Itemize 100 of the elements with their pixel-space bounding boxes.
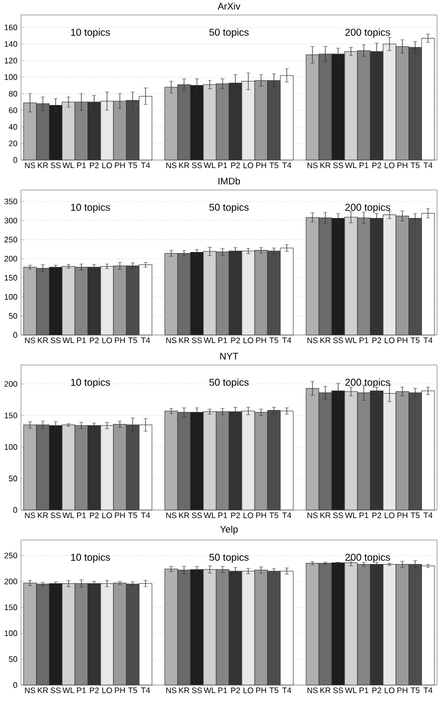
y-tick-label: 150 (4, 274, 18, 281)
chart-title: IMDb (218, 177, 240, 184)
x-tick-label: SS (50, 512, 61, 518)
y-tick-label: 0 (13, 157, 18, 163)
annotation: 10 topics (71, 378, 110, 388)
x-tick-label: P1 (218, 688, 228, 694)
annotation: 10 topics (71, 203, 110, 213)
x-tick-label: WL (204, 512, 216, 518)
annotation: 10 topics (71, 28, 110, 38)
x-tick-label: P1 (218, 162, 228, 168)
x-tick-label: WL (345, 512, 357, 518)
x-tick-label: SS (192, 338, 202, 344)
x-tick-label: SS (50, 688, 61, 694)
y-tick-label: 50 (8, 656, 18, 662)
annotation: 50 topics (209, 203, 249, 213)
annotation: 200 topics (345, 203, 390, 213)
x-tick-label: WL (62, 688, 74, 694)
x-tick-label: P1 (360, 338, 368, 344)
y-tick-label: 0 (13, 682, 18, 688)
x-tick-label: PH (397, 688, 408, 694)
x-tick-label: NS (25, 688, 36, 694)
x-tick-label: KR (320, 688, 330, 694)
x-tick-label: PH (114, 162, 125, 168)
x-tick-label: T4 (141, 338, 150, 344)
x-tick-label: KR (38, 688, 48, 694)
x-tick-label: NS (308, 512, 318, 518)
x-tick-label: LO (384, 512, 394, 518)
x-tick-label: T4 (282, 688, 292, 694)
y-tick-label: 100 (4, 630, 18, 636)
x-tick-label: SS (50, 338, 61, 344)
x-tick-label: WL (62, 338, 74, 344)
x-tick-label: LO (244, 162, 254, 168)
x-tick-label: T4 (424, 338, 432, 344)
x-tick-label: P2 (231, 338, 240, 344)
x-tick-label: PH (256, 512, 266, 518)
y-tick-label: 100 (4, 444, 18, 450)
y-tick-label: 0 (13, 507, 18, 513)
y-tick-label: 150 (4, 412, 18, 418)
y-tick-label: 140 (4, 41, 18, 47)
x-tick-label: T4 (282, 338, 292, 344)
x-tick-label: T5 (269, 688, 278, 694)
x-tick-label: SS (333, 512, 344, 518)
x-tick-label: LO (102, 688, 112, 694)
x-tick-label: P1 (218, 512, 228, 518)
y-tick-label: 50 (8, 476, 18, 482)
x-tick-label: P1 (77, 162, 86, 168)
x-tick-label: NS (166, 512, 176, 518)
y-tick-label: 80 (8, 90, 18, 97)
y-tick-label: 200 (4, 256, 18, 262)
x-tick-label: T5 (128, 512, 138, 518)
x-tick-label: PH (256, 162, 266, 168)
chart-title: NYT (220, 352, 238, 360)
x-tick-label: SS (192, 162, 202, 168)
y-tick-label: 20 (8, 140, 18, 146)
x-tick-label: LO (102, 512, 112, 518)
x-tick-label: LO (384, 162, 394, 168)
x-tick-label: KR (179, 338, 190, 344)
annotation: 50 topics (209, 553, 249, 563)
x-tick-label: T5 (128, 162, 138, 168)
x-tick-label: T4 (141, 162, 150, 168)
y-tick-label: 100 (4, 294, 18, 300)
x-tick-label: PH (397, 162, 408, 168)
x-tick-label: P1 (218, 338, 228, 344)
x-tick-label: LO (244, 688, 254, 694)
x-tick-label: P1 (360, 162, 368, 168)
x-tick-label: WL (345, 162, 357, 168)
x-tick-label: PH (397, 512, 408, 518)
y-tick-label: 120 (4, 58, 18, 64)
x-tick-label: T5 (269, 162, 278, 168)
x-tick-label: PH (397, 338, 408, 344)
x-tick-label: NS (308, 688, 318, 694)
x-tick-label: NS (166, 338, 176, 344)
y-tick-label: 200 (4, 381, 18, 387)
annotation: 50 topics (209, 28, 249, 38)
x-tick-label: T5 (128, 688, 138, 694)
y-tick-label: 350 (4, 198, 18, 204)
annotation: 200 topics (345, 28, 390, 38)
x-tick-label: P1 (77, 688, 86, 694)
y-tick-label: 0 (13, 332, 18, 338)
x-tick-label: P2 (231, 512, 240, 518)
x-tick-label: SS (192, 512, 202, 518)
x-tick-label: NS (25, 162, 36, 168)
x-tick-label: KR (38, 512, 48, 518)
x-tick-label: T5 (128, 338, 138, 344)
x-tick-label: PH (114, 512, 125, 518)
x-tick-label: T4 (424, 162, 432, 168)
x-tick-label: P1 (77, 512, 86, 518)
x-tick-label: P2 (372, 338, 382, 344)
x-tick-label: P2 (90, 688, 99, 694)
x-tick-label: PH (114, 688, 125, 694)
x-tick-label: PH (256, 338, 266, 344)
x-tick-label: NS (308, 162, 318, 168)
x-tick-label: P2 (372, 162, 382, 168)
x-tick-label: PH (256, 688, 266, 694)
x-tick-label: KR (320, 512, 330, 518)
x-tick-label: P2 (372, 512, 382, 518)
x-tick-label: LO (102, 162, 112, 168)
x-tick-label: KR (179, 162, 190, 168)
x-tick-label: WL (62, 162, 74, 168)
x-tick-label: NS (25, 512, 36, 518)
